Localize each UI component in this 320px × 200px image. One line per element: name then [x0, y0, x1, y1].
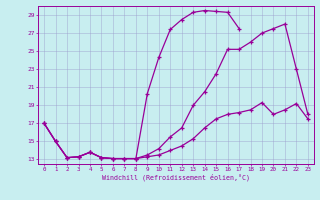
- X-axis label: Windchill (Refroidissement éolien,°C): Windchill (Refroidissement éolien,°C): [102, 174, 250, 181]
